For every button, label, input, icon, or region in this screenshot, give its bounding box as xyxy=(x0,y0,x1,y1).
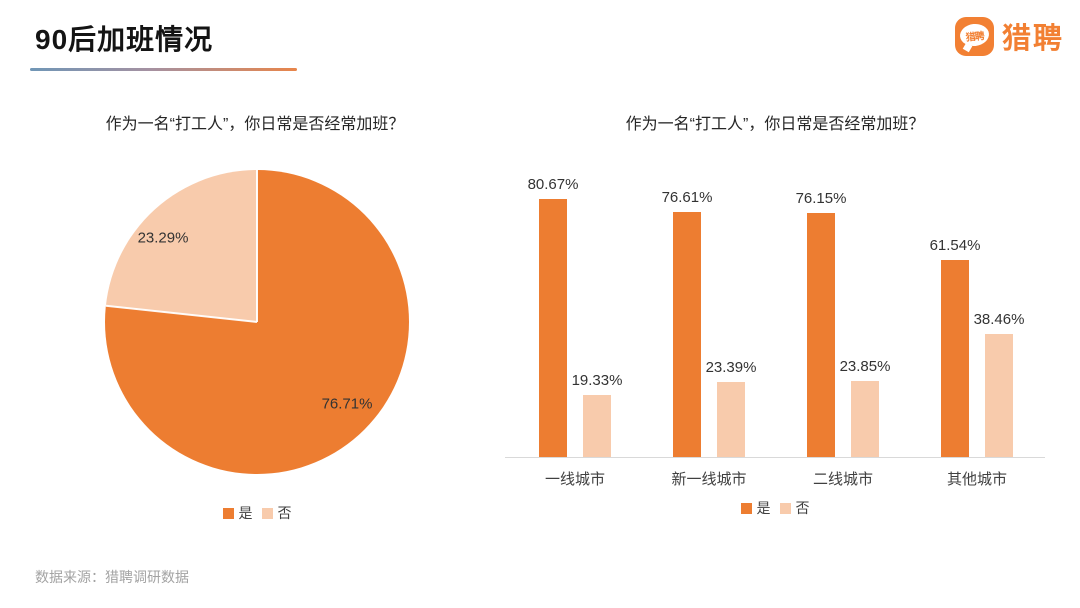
logo-bubble-text: 猎聘 xyxy=(965,30,985,43)
category-label: 二线城市 xyxy=(812,471,874,488)
bar-plot: 80.67% 19.33% 一线城市 76.61% 23.39% 新一线城市 76.15% 2… xyxy=(505,137,1045,488)
legend-swatch-yes xyxy=(222,507,234,519)
title-underline-divider xyxy=(30,68,297,71)
legend-item-no: 否 xyxy=(261,503,292,523)
bar-是-其他城市 xyxy=(941,260,969,457)
legend-swatch-no xyxy=(261,507,273,519)
pie-slice-separator xyxy=(105,304,258,323)
bar-否-其他城市 xyxy=(985,333,1013,457)
speech-bubble-icon: 猎聘 xyxy=(958,22,991,47)
pie-slice-separator xyxy=(256,170,258,322)
legend-label-yes: 是 xyxy=(756,500,771,516)
category-label: 其他城市 xyxy=(946,471,1008,488)
bar-否-新一线城市 xyxy=(717,382,745,457)
bar-value-label: 80.67% xyxy=(527,175,579,193)
liepin-logo: 猎聘 猎聘 xyxy=(955,15,1064,57)
bar-value-label: 76.15% xyxy=(795,190,847,208)
bar-value-label: 23.85% xyxy=(839,357,891,375)
data-source-note: 数据来源：猎聘调研数据 xyxy=(35,569,189,585)
legend-item-no: 否 xyxy=(779,498,810,518)
legend-item-yes: 是 xyxy=(740,498,771,518)
page-title: 90后加班情况 xyxy=(35,24,214,55)
legend-swatch-no xyxy=(779,502,791,514)
pie-slice-label-yes: 76.71% xyxy=(321,395,373,413)
pie-slice-label-no: 23.29% xyxy=(137,229,189,247)
legend-item-yes: 是 xyxy=(222,503,253,523)
bar-chart-title: 作为一名“打工人”，你日常是否经常加班？ xyxy=(625,116,925,133)
bar-value-label: 61.54% xyxy=(929,237,981,255)
logo-wordmark: 猎聘 xyxy=(1002,23,1065,55)
legend-label-no: 否 xyxy=(795,500,810,516)
bar-value-label: 19.33% xyxy=(571,372,623,390)
legend-swatch-yes xyxy=(740,502,752,514)
bar-否-二线城市 xyxy=(851,380,879,457)
category-label: 新一线城市 xyxy=(671,471,747,488)
bar-value-label: 38.46% xyxy=(973,310,1025,328)
legend-label-yes: 是 xyxy=(238,505,253,521)
bar-是-一线城市 xyxy=(539,198,567,457)
pie-legend: 是 否 xyxy=(105,503,409,523)
legend-label-no: 否 xyxy=(277,505,292,521)
category-label: 一线城市 xyxy=(544,471,606,488)
bar-否-一线城市 xyxy=(583,395,611,457)
bar-value-label: 76.61% xyxy=(661,188,713,206)
bar-value-label: 23.39% xyxy=(705,359,757,377)
bar-是-二线城市 xyxy=(807,213,835,457)
liepin-logo-icon: 猎聘 xyxy=(955,16,994,56)
pie-chart: 23.29% 76.71% xyxy=(105,170,409,474)
bar-legend: 是 否 xyxy=(505,498,1045,518)
pie-chart-title: 作为一名“打工人”，你日常是否经常加班？ xyxy=(105,116,405,133)
bar-是-新一线城市 xyxy=(673,211,701,457)
